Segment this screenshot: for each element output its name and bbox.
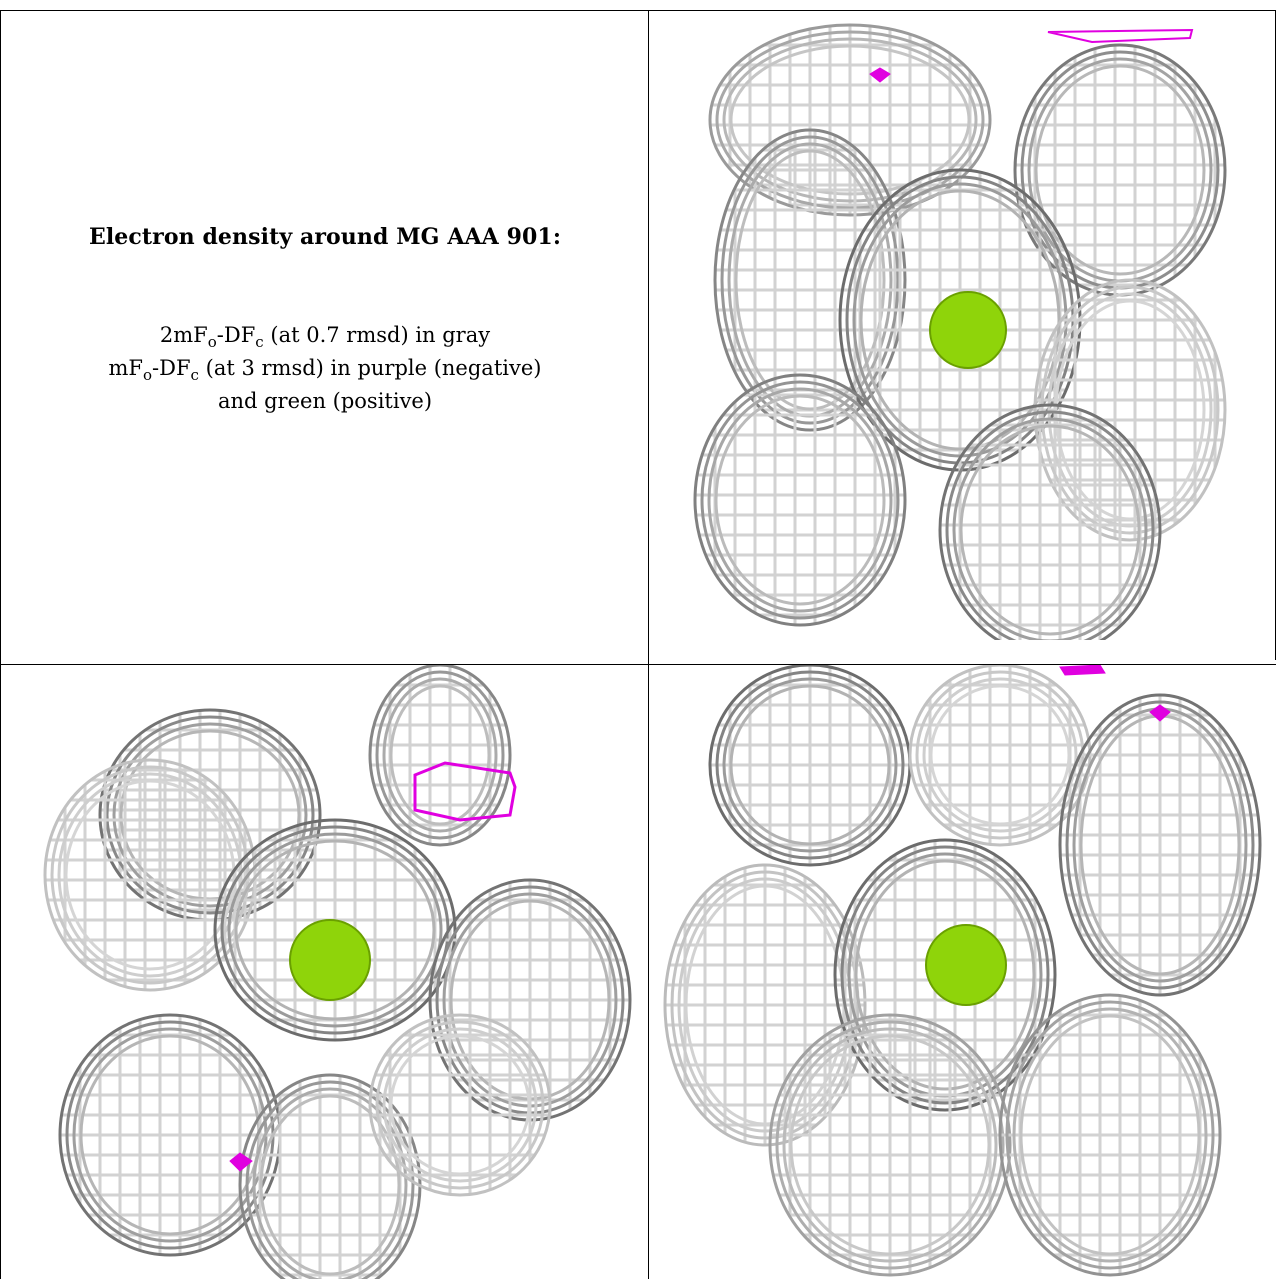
density-mesh-blob xyxy=(768,1013,1012,1277)
negative-density-blob xyxy=(1059,665,1106,676)
view-2-svg xyxy=(43,665,632,1279)
density-mesh-blob xyxy=(1058,693,1262,997)
table-left-border xyxy=(0,10,1,1279)
density-mesh-blob xyxy=(708,665,912,867)
legend-line-green: and green (positive) xyxy=(217,389,433,413)
mg-ion-sphere xyxy=(929,291,1007,369)
caption-cell: Electron density around MG AAA 901: 2mFo… xyxy=(1,11,648,664)
legend-line-gray: 2mFo-DFc (at 0.7 rmsd) in gray xyxy=(159,323,491,351)
negative-density-blob xyxy=(1149,704,1171,722)
density-mesh-blob xyxy=(663,863,867,1147)
figure-title: Electron density around MG AAA 901: xyxy=(88,224,562,250)
density-view-top-right xyxy=(660,20,1266,640)
density-mesh-blob xyxy=(43,758,257,992)
negative-density-blob xyxy=(1047,28,1194,44)
density-view-bottom-left xyxy=(40,665,640,1279)
density-mesh-blob xyxy=(368,665,512,847)
negative-density-blob xyxy=(413,761,517,822)
density-mesh-blob xyxy=(58,1013,282,1257)
legend-line-purple: mFo-DFc (at 3 rmsd) in purple (negative) xyxy=(108,356,542,384)
mg-ion-sphere xyxy=(289,919,371,1001)
view-3-svg xyxy=(663,665,1262,1277)
table-row-divider xyxy=(0,664,1276,665)
view-1-svg xyxy=(693,23,1227,640)
density-mesh-blob xyxy=(98,708,322,922)
negative-density-blob xyxy=(869,67,891,83)
density-mesh-blob xyxy=(693,373,907,627)
table-middle-divider xyxy=(648,10,649,1279)
density-view-bottom-right xyxy=(660,665,1266,1279)
density-mesh-blob xyxy=(998,993,1222,1277)
density-mesh-blob xyxy=(1033,278,1227,542)
negative-density-blob xyxy=(229,1152,253,1172)
table-top-border xyxy=(0,10,1276,11)
density-mesh-blob xyxy=(833,838,1057,1112)
mg-ion-sphere xyxy=(925,924,1007,1006)
